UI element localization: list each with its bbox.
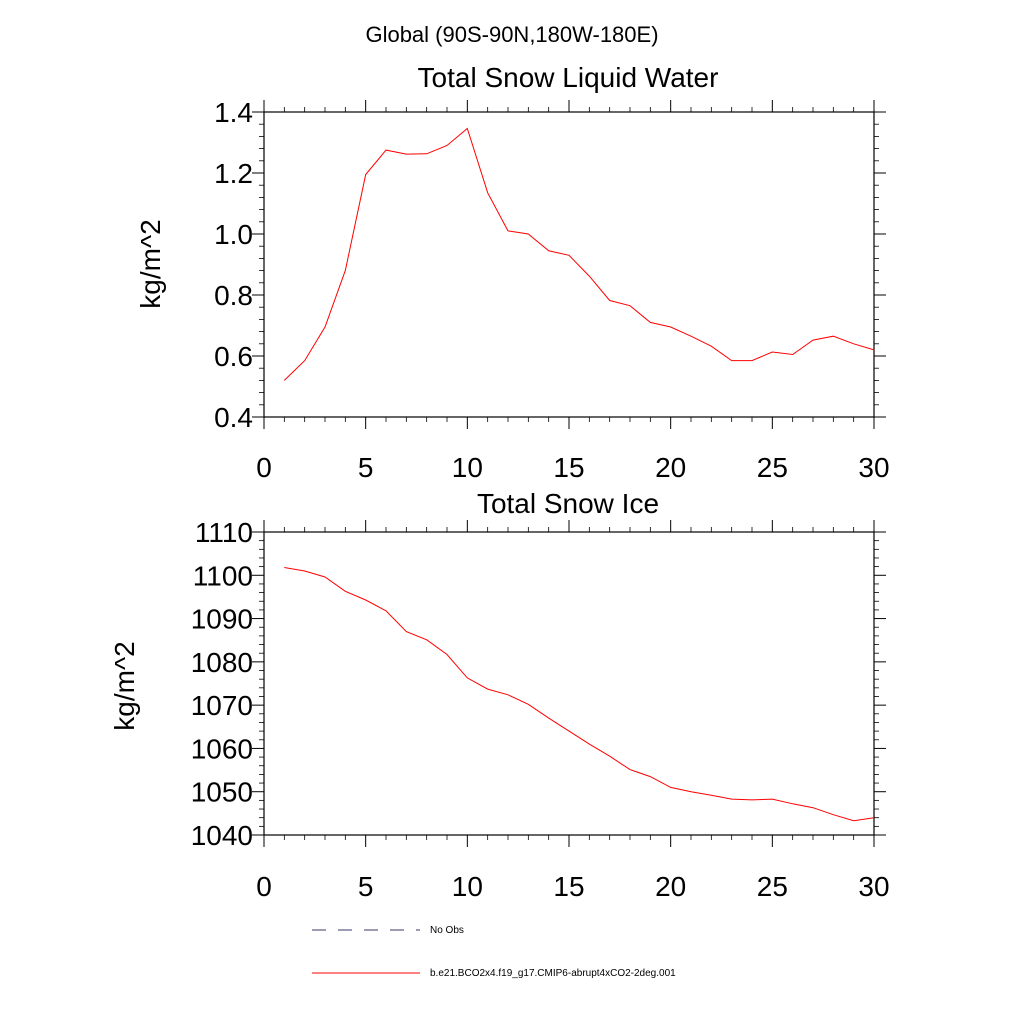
panel-2-plot: 0 5 10 15 20 25 30 1040 1050 1060 1070 1080 1090 1100…	[191, 517, 890, 902]
panel-2-x-tick-label: 20	[655, 871, 686, 902]
panel-2-y-tick-label: 1040	[191, 820, 253, 851]
panel-2-y-tick-label: 1100	[193, 560, 253, 591]
panel-1-x-tick-label: 30	[858, 452, 889, 483]
panel-2-y-tick-label: 1050	[191, 777, 253, 808]
panel-1-title: Total Snow Liquid Water	[418, 62, 719, 93]
panel-2-title: Total Snow Ice	[477, 488, 659, 519]
panel-1-x-tick-label: 20	[655, 452, 686, 483]
panel-1-series-line	[283, 127, 875, 381]
legend-label-model: b.e21.BCO2x4.f19_g17.CMIP6-abrupt4xCO2-2…	[430, 968, 676, 979]
panel-1: Total Snow Liquid Water kg/m^2 0 5 10 15 20 2…	[135, 62, 890, 483]
panel-1-plot-frame	[263, 111, 875, 418]
panel-2-x-tick-label: 5	[358, 871, 374, 902]
panel-1-y-tick-label: 0.4	[214, 402, 253, 433]
panel-2-x-tick-label: 10	[452, 871, 483, 902]
panel-2-y-tick-label: 1090	[191, 604, 253, 635]
legend: No Obs b.e21.BCO2x4.f19_g17.CMIP6-abrupt…	[312, 925, 676, 979]
panel-1-x-tick-label: 15	[553, 452, 584, 483]
panel-2-y-tick-label: 1060	[191, 733, 253, 764]
panel-2-y-axis-label: kg/m^2	[109, 641, 140, 730]
panel-1-y-tick-label: 1.2	[214, 158, 253, 189]
panel-1-x-tick-label: 5	[358, 452, 374, 483]
panel-2-series-line	[284, 567, 875, 822]
legend-label-no-obs: No Obs	[430, 925, 464, 936]
panel-1-y-tick-label: 0.8	[214, 280, 253, 311]
panel-1-plot: 0 5 10 15 20 25 30 0.4 0.6 0.8 1.0 1.2 1.4	[214, 97, 890, 483]
panel-1-x-tick-label: 0	[256, 452, 272, 483]
panel-1-x-tick-label: 10	[452, 452, 483, 483]
panel-2-x-tick-label: 25	[757, 871, 788, 902]
panel-1-x-tick-label: 25	[757, 452, 788, 483]
figure-suptitle: Global (90S-90N,180W-180E)	[365, 22, 658, 47]
panel-1-y-axis-label: kg/m^2	[135, 219, 166, 308]
panel-2: Total Snow Ice kg/m^2 0 5 10 15 20 25 30 1040 10…	[109, 488, 890, 902]
panel-2-x-tick-label: 30	[858, 871, 889, 902]
panel-2-x-tick-label: 0	[256, 871, 272, 902]
panel-2-y-tick-label: 1110	[195, 517, 253, 548]
panel-2-y-tick-label: 1070	[191, 690, 253, 721]
panel-2-y-tick-label: 1080	[191, 647, 253, 678]
panel-1-y-tick-label: 1.4	[214, 97, 253, 128]
panel-1-y-tick-label: 0.6	[214, 341, 253, 372]
panel-2-plot-frame	[263, 531, 875, 836]
panel-2-x-tick-label: 15	[553, 871, 584, 902]
panel-1-y-tick-label: 1.0	[214, 219, 253, 250]
